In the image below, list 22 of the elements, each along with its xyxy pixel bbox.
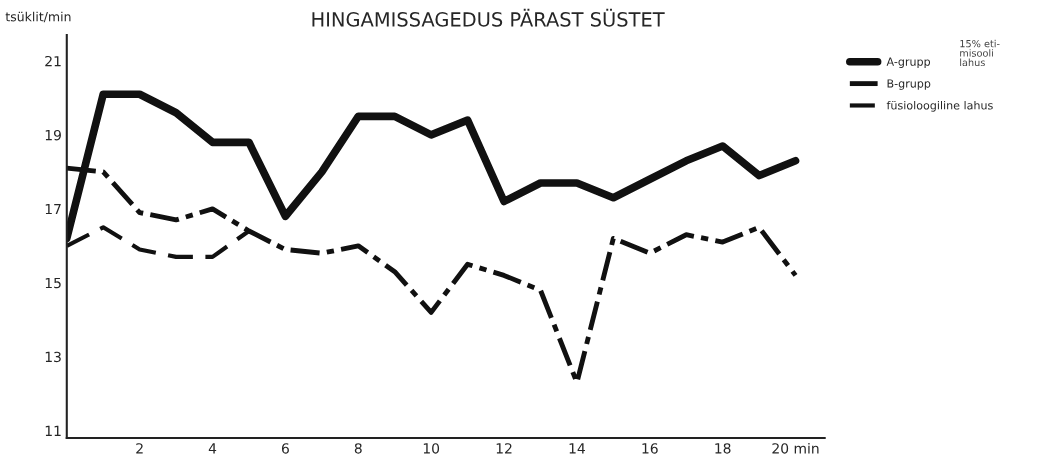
legend-label: B-grupp <box>887 79 931 90</box>
y-tick-label: 15 <box>45 277 61 289</box>
y-tick-label: 21 <box>45 55 61 67</box>
y-tick-label: 13 <box>45 351 61 363</box>
chart-title: HINGAMISSAGEDUS PÄRAST SÜSTET <box>312 8 665 27</box>
x-tick-label: 2 <box>136 443 143 454</box>
text: 15% eti- misooli lahus <box>960 39 1000 67</box>
x-tick-label: 4 <box>208 443 217 454</box>
x-tick-label: 16 <box>642 443 658 454</box>
y-axis-title: tsüklit/min <box>5 11 71 23</box>
x-tick-label: 12 <box>496 443 512 454</box>
x-tick-label: 8 <box>354 443 362 454</box>
x-tick-label: 20 min <box>772 442 819 454</box>
legend-label: A-grupp <box>886 57 931 68</box>
x-tick-label: 6 <box>281 443 289 454</box>
y-tick-label: 17 <box>45 204 61 215</box>
y-tick-label: 11 <box>45 425 61 436</box>
y-tick-label: 19 <box>45 129 61 141</box>
x-tick-label: 18 <box>715 443 731 454</box>
x-tick-label: 14 <box>569 443 585 454</box>
x-tick-label: 10 <box>423 443 440 454</box>
legend-label: füsioloogiline lahus <box>886 100 993 112</box>
